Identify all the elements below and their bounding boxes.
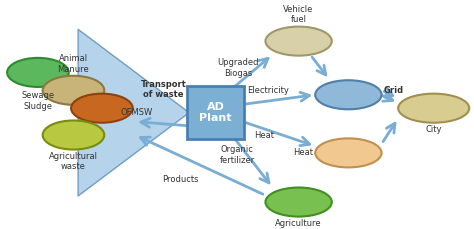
- Text: Transport
of waste: Transport of waste: [141, 80, 186, 99]
- Text: Products: Products: [162, 175, 199, 184]
- Text: Agriculture: Agriculture: [275, 219, 322, 228]
- Text: Organic
fertilizer: Organic fertilizer: [219, 145, 255, 165]
- Text: Heat: Heat: [293, 148, 313, 157]
- Text: City: City: [426, 125, 442, 134]
- Ellipse shape: [315, 138, 382, 167]
- Ellipse shape: [315, 80, 382, 109]
- Text: AD
Plant: AD Plant: [200, 102, 232, 123]
- Text: Animal
Manure: Animal Manure: [58, 54, 89, 74]
- Text: Grid: Grid: [384, 86, 404, 95]
- Text: Heat: Heat: [255, 131, 274, 139]
- Text: Sewage
Sludge: Sewage Sludge: [21, 91, 55, 111]
- Ellipse shape: [43, 120, 104, 150]
- FancyBboxPatch shape: [187, 86, 244, 139]
- Ellipse shape: [265, 188, 332, 217]
- Text: OFMSW: OFMSW: [121, 108, 153, 117]
- Ellipse shape: [265, 27, 332, 56]
- Ellipse shape: [7, 58, 69, 87]
- Text: Vehicle
fuel: Vehicle fuel: [283, 5, 314, 24]
- Ellipse shape: [43, 76, 104, 105]
- Text: Upgraded
Biogas: Upgraded Biogas: [217, 58, 259, 78]
- Text: Electricity: Electricity: [247, 86, 289, 95]
- Ellipse shape: [398, 94, 469, 123]
- Ellipse shape: [71, 94, 133, 123]
- Text: Agricultural
waste: Agricultural waste: [49, 152, 98, 171]
